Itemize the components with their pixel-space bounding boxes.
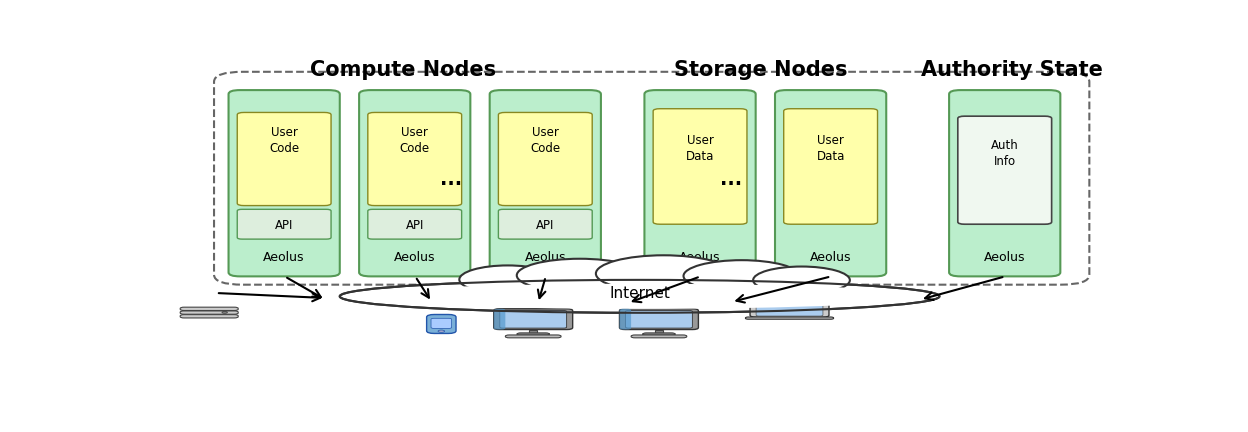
Text: User
Code: User Code	[399, 126, 429, 155]
FancyBboxPatch shape	[180, 314, 238, 318]
Text: Compute Nodes: Compute Nodes	[310, 60, 495, 80]
Ellipse shape	[595, 255, 731, 292]
FancyBboxPatch shape	[494, 309, 505, 330]
Text: User
Code: User Code	[270, 126, 300, 155]
FancyBboxPatch shape	[180, 311, 238, 314]
FancyBboxPatch shape	[784, 109, 877, 224]
FancyBboxPatch shape	[750, 299, 829, 317]
Ellipse shape	[354, 284, 925, 309]
FancyBboxPatch shape	[359, 90, 470, 276]
FancyBboxPatch shape	[948, 90, 1061, 276]
FancyBboxPatch shape	[505, 335, 562, 338]
FancyBboxPatch shape	[631, 335, 686, 338]
Ellipse shape	[339, 280, 940, 313]
Text: ...: ...	[441, 170, 462, 189]
Ellipse shape	[753, 267, 850, 294]
FancyBboxPatch shape	[489, 90, 602, 276]
FancyBboxPatch shape	[957, 116, 1052, 224]
Text: Aeolus: Aeolus	[394, 251, 436, 264]
FancyBboxPatch shape	[745, 317, 834, 319]
Ellipse shape	[684, 260, 800, 292]
FancyBboxPatch shape	[427, 314, 456, 334]
FancyBboxPatch shape	[643, 333, 675, 335]
Circle shape	[438, 330, 444, 332]
Text: Aeolus: Aeolus	[263, 251, 305, 264]
Text: Authority State: Authority State	[921, 60, 1103, 80]
FancyBboxPatch shape	[498, 210, 593, 239]
Ellipse shape	[459, 265, 557, 294]
FancyBboxPatch shape	[644, 90, 755, 276]
FancyBboxPatch shape	[237, 210, 331, 239]
Ellipse shape	[517, 259, 643, 292]
Text: API: API	[406, 219, 424, 232]
Text: User
Data: User Data	[816, 134, 845, 163]
Text: Auth
Info: Auth Info	[991, 139, 1018, 168]
FancyBboxPatch shape	[619, 309, 631, 330]
Text: Storage Nodes: Storage Nodes	[674, 60, 847, 80]
FancyBboxPatch shape	[494, 309, 573, 330]
Text: Internet: Internet	[609, 286, 670, 301]
Text: Aeolus: Aeolus	[679, 251, 721, 264]
FancyBboxPatch shape	[756, 302, 822, 316]
FancyBboxPatch shape	[431, 318, 452, 328]
FancyBboxPatch shape	[517, 333, 549, 335]
FancyBboxPatch shape	[237, 112, 331, 206]
Text: Aeolus: Aeolus	[810, 251, 851, 264]
Text: API: API	[275, 219, 293, 232]
Text: User
Code: User Code	[530, 126, 560, 155]
FancyBboxPatch shape	[653, 109, 748, 224]
Text: ...: ...	[720, 170, 743, 189]
FancyBboxPatch shape	[368, 210, 462, 239]
FancyBboxPatch shape	[180, 307, 238, 311]
FancyBboxPatch shape	[228, 90, 339, 276]
Text: Aeolus: Aeolus	[983, 251, 1026, 264]
Circle shape	[222, 311, 227, 313]
FancyBboxPatch shape	[775, 90, 886, 276]
FancyBboxPatch shape	[215, 72, 1090, 285]
Text: Aeolus: Aeolus	[524, 251, 567, 264]
Text: User
Data: User Data	[686, 134, 714, 163]
Polygon shape	[655, 330, 663, 333]
FancyBboxPatch shape	[368, 112, 462, 206]
FancyBboxPatch shape	[625, 311, 693, 328]
Polygon shape	[529, 330, 537, 333]
FancyBboxPatch shape	[619, 309, 699, 330]
FancyBboxPatch shape	[498, 112, 593, 206]
FancyBboxPatch shape	[499, 311, 567, 328]
Text: API: API	[537, 219, 554, 232]
